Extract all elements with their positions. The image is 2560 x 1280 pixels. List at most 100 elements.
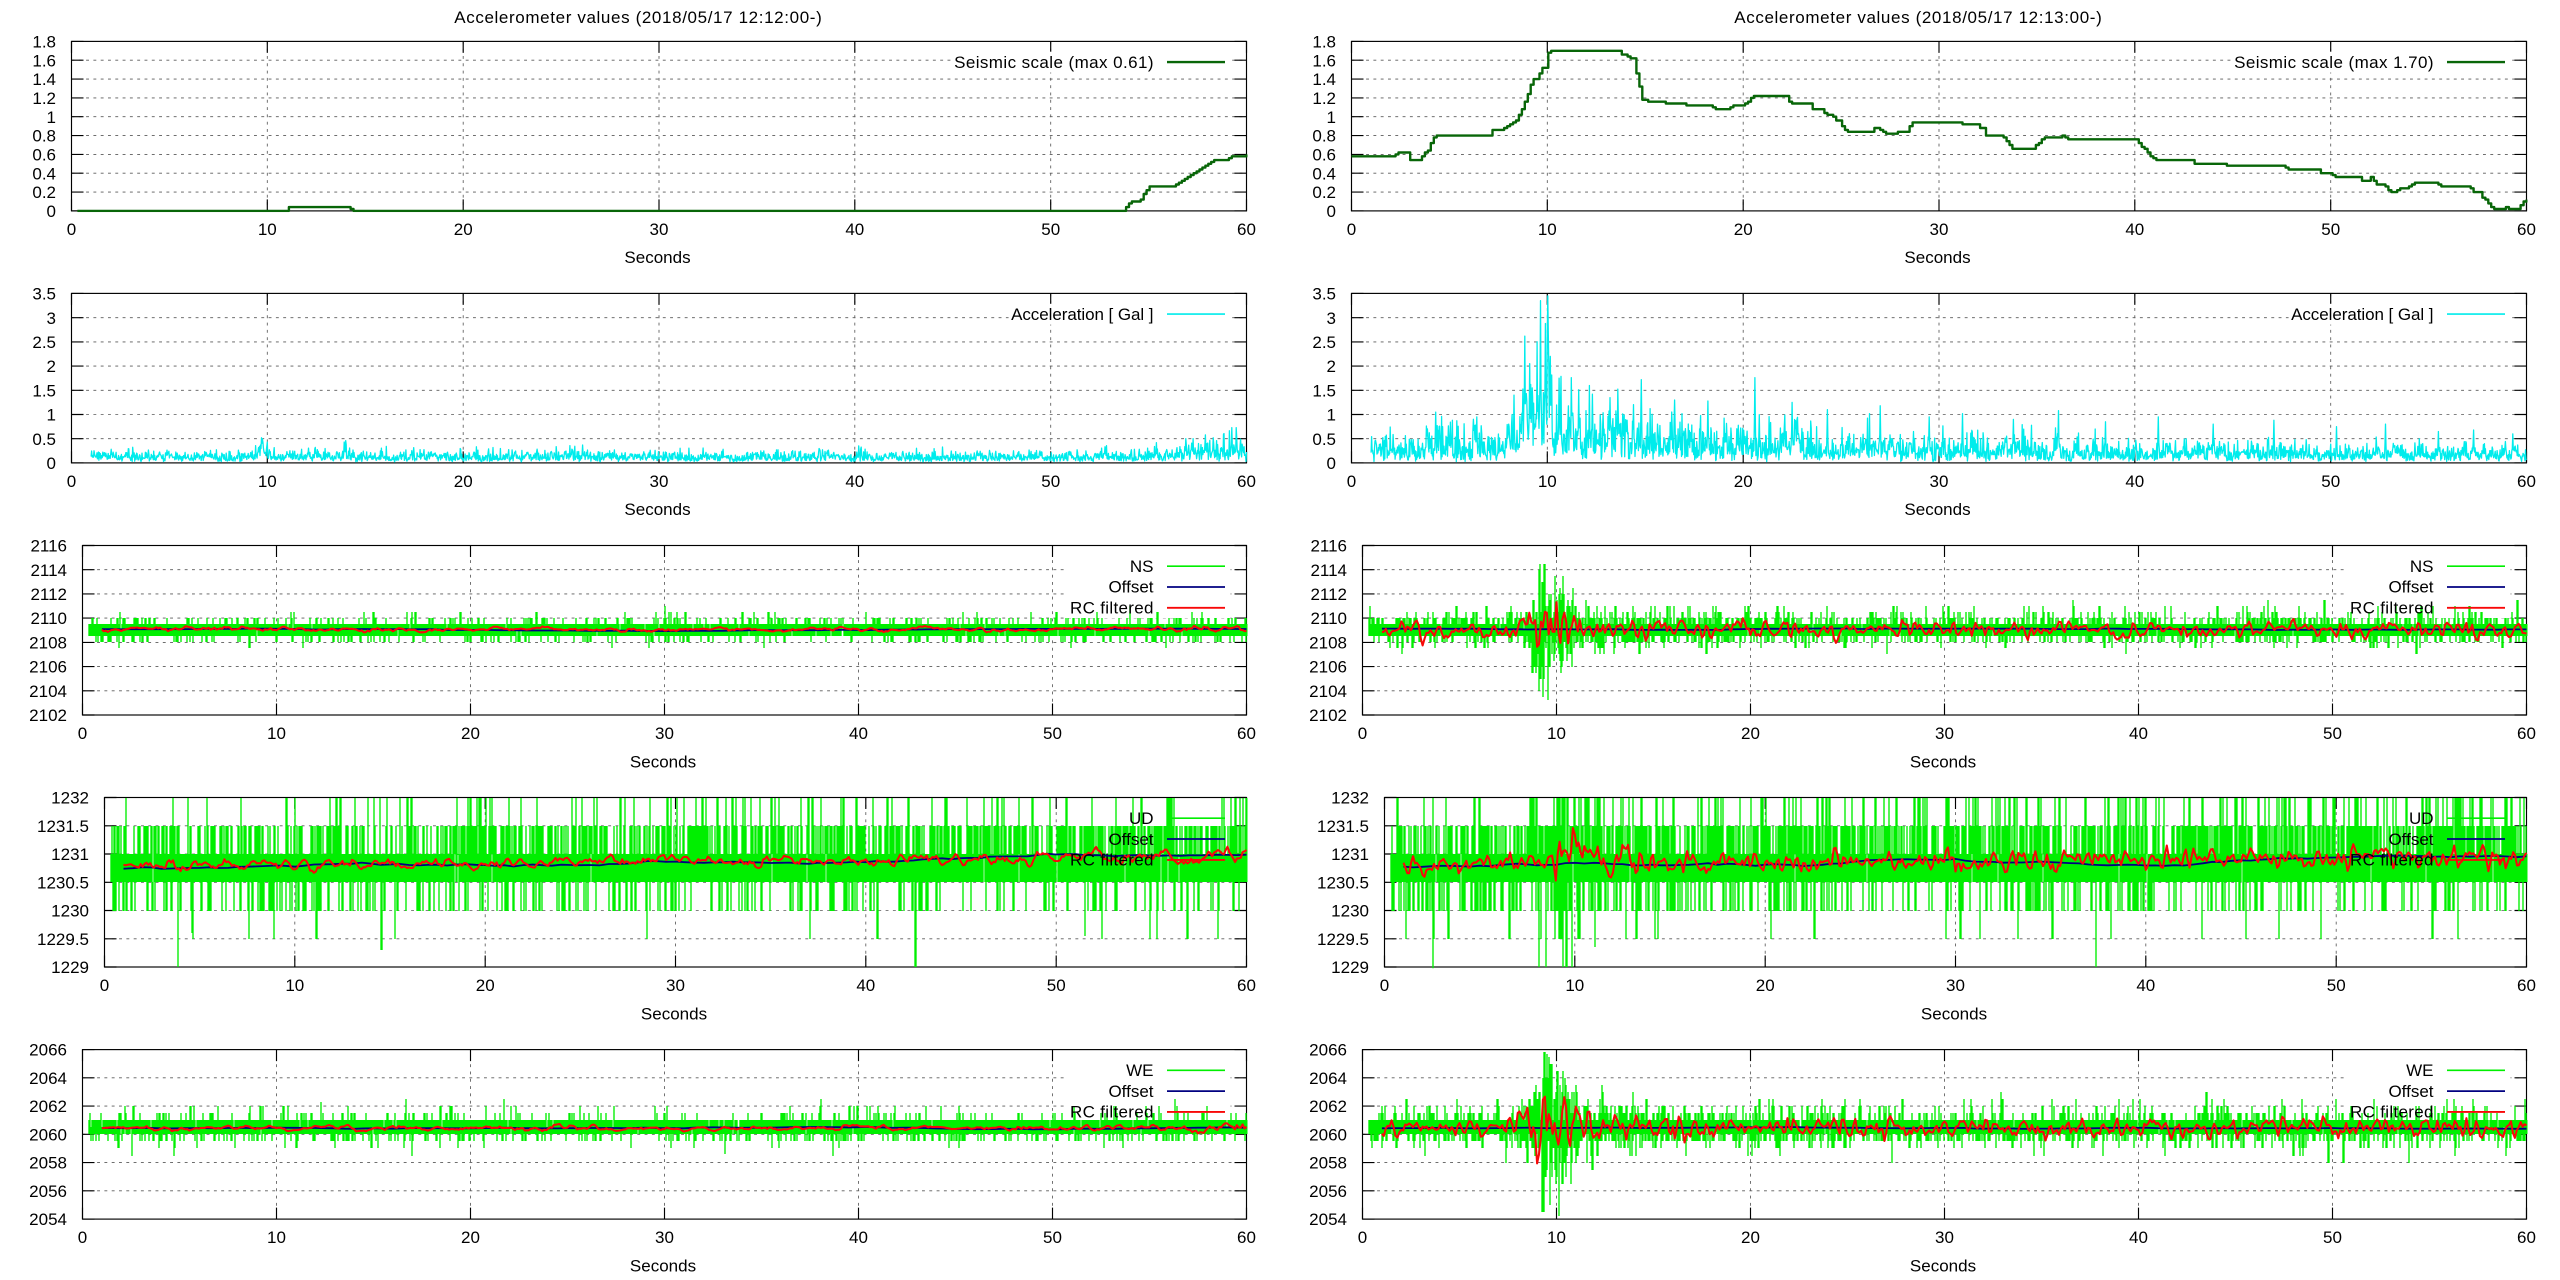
svg-text:50: 50 <box>2323 1228 2342 1247</box>
svg-text:1232: 1232 <box>1331 789 1369 808</box>
svg-text:1229: 1229 <box>51 958 89 977</box>
svg-text:WE: WE <box>2406 1061 2433 1080</box>
svg-text:10: 10 <box>1538 220 1557 239</box>
svg-text:0: 0 <box>100 976 109 995</box>
svg-text:0: 0 <box>1327 202 1336 221</box>
svg-text:Seconds: Seconds <box>630 1256 696 1275</box>
svg-text:60: 60 <box>1237 724 1256 743</box>
svg-text:10: 10 <box>1565 976 1584 995</box>
svg-text:1.2: 1.2 <box>32 89 56 108</box>
svg-text:RC filtered: RC filtered <box>1070 851 1154 870</box>
svg-text:2104: 2104 <box>29 682 67 701</box>
svg-text:60: 60 <box>1237 220 1256 239</box>
svg-text:0.2: 0.2 <box>32 183 56 202</box>
svg-text:0: 0 <box>78 1228 87 1247</box>
svg-text:UD: UD <box>1129 809 1154 828</box>
svg-text:RC filtered: RC filtered <box>2350 599 2434 618</box>
svg-text:2112: 2112 <box>30 585 67 604</box>
svg-text:RC filtered: RC filtered <box>1070 1103 1154 1122</box>
svg-text:0.5: 0.5 <box>1312 430 1336 449</box>
svg-text:60: 60 <box>2517 976 2536 995</box>
svg-text:1229: 1229 <box>1331 958 1369 977</box>
svg-text:60: 60 <box>2517 1228 2536 1247</box>
svg-text:2102: 2102 <box>1309 706 1347 725</box>
svg-text:40: 40 <box>845 220 864 239</box>
svg-text:2110: 2110 <box>30 609 67 628</box>
svg-text:1230: 1230 <box>51 902 89 921</box>
svg-text:Seconds: Seconds <box>1910 1256 1976 1275</box>
svg-text:20: 20 <box>461 1228 480 1247</box>
svg-text:2106: 2106 <box>29 658 67 677</box>
svg-text:Offset: Offset <box>2388 578 2433 597</box>
svg-text:1231: 1231 <box>51 845 89 864</box>
svg-text:1232: 1232 <box>51 789 89 808</box>
svg-text:0: 0 <box>1347 220 1356 239</box>
svg-text:20: 20 <box>454 472 473 491</box>
svg-text:40: 40 <box>2129 1228 2148 1247</box>
svg-text:60: 60 <box>1237 1228 1256 1247</box>
svg-text:20: 20 <box>1734 220 1753 239</box>
svg-text:2060: 2060 <box>29 1125 67 1144</box>
svg-text:50: 50 <box>1047 976 1066 995</box>
svg-text:1.8: 1.8 <box>32 33 56 52</box>
svg-text:RC filtered: RC filtered <box>1070 599 1154 618</box>
svg-text:30: 30 <box>1935 1228 1954 1247</box>
svg-text:1.6: 1.6 <box>1312 51 1336 70</box>
svg-text:1229.5: 1229.5 <box>1317 930 1369 949</box>
svg-text:20: 20 <box>476 976 495 995</box>
svg-text:50: 50 <box>1043 724 1062 743</box>
svg-text:2066: 2066 <box>1309 1041 1347 1060</box>
svg-text:40: 40 <box>856 976 875 995</box>
svg-text:1.4: 1.4 <box>1312 70 1336 89</box>
svg-text:Seconds: Seconds <box>630 752 696 771</box>
svg-text:RC filtered: RC filtered <box>2350 1103 2434 1122</box>
svg-text:Seconds: Seconds <box>1904 500 1970 519</box>
svg-text:RC filtered: RC filtered <box>2350 851 2434 870</box>
svg-text:30: 30 <box>650 472 669 491</box>
svg-text:Seconds: Seconds <box>641 1004 707 1023</box>
svg-text:Offset: Offset <box>1108 1082 1153 1101</box>
svg-text:2108: 2108 <box>1309 634 1347 653</box>
svg-text:Offset: Offset <box>1108 830 1153 849</box>
svg-text:0.8: 0.8 <box>1312 127 1336 146</box>
svg-text:1.5: 1.5 <box>32 381 56 400</box>
svg-text:60: 60 <box>1237 472 1256 491</box>
svg-text:40: 40 <box>2125 220 2144 239</box>
svg-text:2110: 2110 <box>1310 609 1347 628</box>
svg-text:40: 40 <box>2125 472 2144 491</box>
svg-text:1.5: 1.5 <box>1312 381 1336 400</box>
svg-text:1231: 1231 <box>1331 845 1369 864</box>
svg-text:1: 1 <box>47 406 56 425</box>
svg-text:2116: 2116 <box>30 537 67 556</box>
svg-text:Seismic scale (max 1.70): Seismic scale (max 1.70) <box>2234 53 2433 72</box>
svg-text:1.4: 1.4 <box>32 70 56 89</box>
svg-text:1231.5: 1231.5 <box>37 817 89 836</box>
svg-text:2054: 2054 <box>29 1210 67 1229</box>
svg-text:0: 0 <box>1347 472 1356 491</box>
svg-text:50: 50 <box>2323 724 2342 743</box>
svg-text:Seismic scale (max 0.61): Seismic scale (max 0.61) <box>954 53 1153 72</box>
svg-text:50: 50 <box>2321 472 2340 491</box>
svg-text:1230.5: 1230.5 <box>37 873 89 892</box>
svg-text:20: 20 <box>1741 1228 1760 1247</box>
svg-text:10: 10 <box>267 1228 286 1247</box>
svg-text:2112: 2112 <box>1310 585 1347 604</box>
svg-text:1231.5: 1231.5 <box>1317 817 1369 836</box>
svg-text:30: 30 <box>1930 220 1949 239</box>
svg-text:Accelerometer values (2018/05/: Accelerometer values (2018/05/17 12:12:0… <box>454 8 822 27</box>
svg-text:20: 20 <box>454 220 473 239</box>
svg-text:10: 10 <box>258 472 277 491</box>
svg-text:2114: 2114 <box>1310 561 1347 580</box>
svg-text:20: 20 <box>1741 724 1760 743</box>
svg-text:0.8: 0.8 <box>32 127 56 146</box>
svg-text:0: 0 <box>1327 454 1336 473</box>
svg-text:60: 60 <box>2517 472 2536 491</box>
svg-text:60: 60 <box>1237 976 1256 995</box>
svg-text:Accelerometer values (2018/05/: Accelerometer values (2018/05/17 12:13:0… <box>1734 8 2102 27</box>
svg-text:1.8: 1.8 <box>1312 33 1336 52</box>
svg-text:2062: 2062 <box>29 1097 67 1116</box>
svg-text:50: 50 <box>2321 220 2340 239</box>
svg-text:30: 30 <box>655 724 674 743</box>
svg-text:0: 0 <box>47 454 56 473</box>
svg-text:Seconds: Seconds <box>624 500 690 519</box>
